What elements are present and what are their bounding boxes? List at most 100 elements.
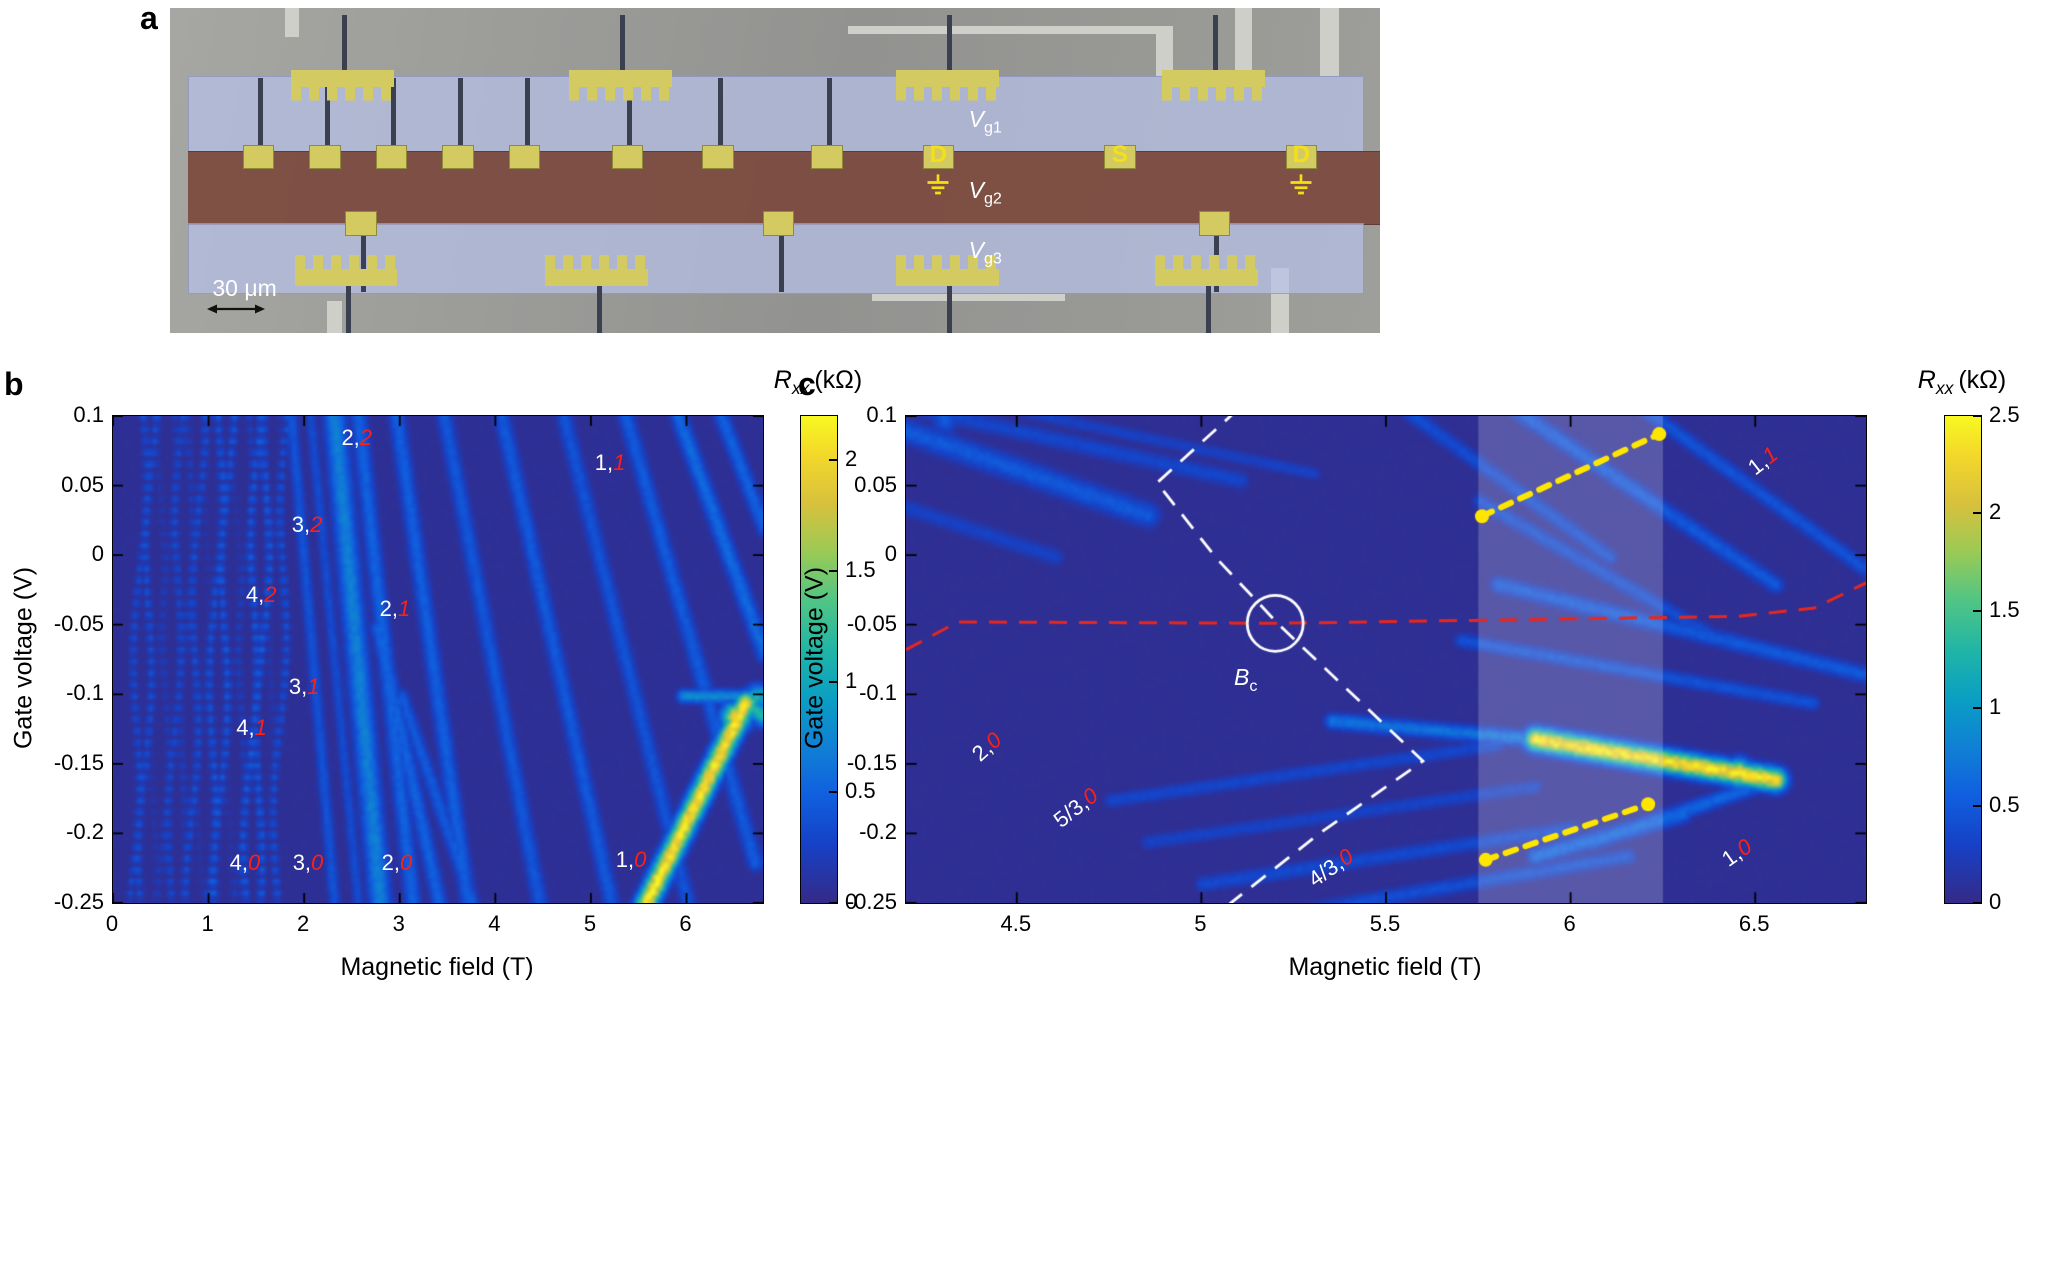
cbar-tick-b-2: 2	[845, 446, 858, 472]
ground-icon	[927, 174, 949, 195]
gate-label-vg3: Vg3	[968, 237, 1002, 268]
y-tick-c--0.2: -0.2	[859, 819, 897, 845]
cbar-tick-c-1.5: 1.5	[1989, 596, 2020, 622]
scale-bar-arrow-icon	[207, 304, 266, 314]
y-tick-b-0: 0	[91, 541, 104, 567]
lead-wire	[284, 8, 300, 38]
filling-factor-label: 1,0	[615, 846, 647, 872]
x-tick-c-6: 6	[1563, 911, 1576, 936]
source-label: S	[1111, 141, 1128, 169]
wire	[346, 285, 352, 333]
cbar-tick-b-0: 0	[845, 889, 858, 914]
wire	[620, 14, 626, 70]
wire	[718, 77, 724, 145]
cbar-tick-b-0.5: 0.5	[845, 778, 876, 804]
cbar-tick-c-0: 0	[1989, 889, 2002, 914]
lead-wire	[871, 294, 1066, 302]
lead-wire	[327, 300, 342, 333]
contact-pad	[442, 144, 474, 169]
cbar-tick-c-2.5: 2.5	[1989, 402, 2020, 427]
x-tick-b-3: 3	[392, 911, 405, 936]
filling-factor-label: 1,1	[594, 450, 626, 476]
colorbar-b	[800, 415, 838, 904]
heatmap-canvas-b	[113, 416, 763, 903]
comb-electrode	[1154, 255, 1258, 286]
y-tick-c-0.1: 0.1	[866, 402, 897, 427]
panel-c-letter: c	[798, 366, 816, 402]
cbar-tickmark	[1973, 609, 1981, 612]
x-tick-b-0: 0	[105, 911, 119, 936]
contact-pad	[762, 211, 795, 236]
x-tick-b-6: 6	[679, 911, 692, 936]
cbar-tick-c-0.5: 0.5	[1989, 791, 2020, 817]
y-tick-b-0.1: 0.1	[73, 402, 104, 427]
cbar-tickmark	[1973, 415, 1981, 417]
wire	[524, 77, 530, 145]
wire	[946, 14, 952, 70]
heatmap-canvas-c	[906, 416, 1866, 903]
comb-electrode	[896, 255, 999, 286]
cbar-tickmark	[829, 459, 837, 462]
wire	[1206, 285, 1212, 333]
cbar-tick-b-1: 1	[845, 667, 858, 693]
cbar-tick-c-1: 1	[1989, 694, 2002, 720]
cbar-tickmark	[829, 680, 837, 683]
filling-factor-label: 4,0	[229, 849, 261, 875]
y-tick-c--0.25: -0.25	[846, 889, 897, 914]
x-tick-b-2: 2	[297, 911, 310, 936]
y-tick-c-0: 0	[884, 541, 897, 567]
filling-factor-label: 2,0	[381, 849, 413, 875]
filling-factor-label: 4,1	[236, 714, 267, 740]
device-micrograph: Vg1 Vg2 Vg3 D S D 30 μm	[170, 8, 1380, 333]
wire	[627, 77, 633, 145]
wire	[391, 77, 397, 145]
cbar-tickmark	[1973, 804, 1981, 807]
wire	[1213, 14, 1219, 70]
heatmap-panel-b: 2,2 1,1 3,2 4,2 2,1 3,1 4,1 4,0 3,0 2,0 1,0	[112, 415, 764, 904]
y-tick-b--0.2: -0.2	[66, 819, 104, 845]
wire	[341, 14, 347, 70]
lead-wire	[847, 25, 1163, 34]
y-tick-b--0.25: -0.25	[53, 889, 104, 914]
lead-wire	[1319, 8, 1339, 77]
critical-field-label: Bc	[1233, 664, 1258, 696]
filling-factor-label: 2,1	[379, 596, 411, 622]
wire	[947, 285, 953, 333]
cbar-tickmark	[1973, 707, 1981, 710]
contact-pad	[922, 144, 955, 169]
contact-pad	[1285, 144, 1318, 169]
x-tick-b-4: 4	[488, 911, 501, 936]
wire	[258, 77, 264, 145]
wire	[457, 77, 463, 145]
contact-pad	[1198, 211, 1230, 236]
cbar-tickmark	[1973, 512, 1981, 515]
contact-pad	[702, 144, 734, 169]
wire	[596, 285, 602, 333]
panel-a-letter: a	[140, 0, 158, 36]
filling-factor-label: 4,2	[245, 582, 277, 608]
y-tick-c--0.1: -0.1	[859, 680, 897, 706]
gate-label-vg2: Vg2	[968, 177, 1002, 208]
rxx-symbol: R	[1917, 366, 1936, 394]
colorbar-c	[1944, 415, 1982, 904]
y-tick-c--0.05: -0.05	[846, 610, 897, 636]
contact-pad	[242, 144, 275, 169]
cbar-tick-b-1.5: 1.5	[845, 556, 876, 582]
comb-electrode	[1162, 69, 1266, 101]
scale-bar-label: 30 μm	[212, 274, 277, 301]
comb-electrode	[896, 69, 999, 101]
x-tick-b-5: 5	[583, 911, 597, 936]
filling-factor-label: 3,2	[291, 511, 323, 537]
colorbar-title-c: Rxx (kΩ)	[1917, 366, 2007, 398]
y-tick-b--0.05: -0.05	[53, 610, 104, 636]
cbar-tickmark	[829, 902, 837, 904]
x-tick-c-4.5: 4.5	[1000, 911, 1032, 936]
contact-pad	[345, 211, 377, 236]
y-tick-b--0.1: -0.1	[66, 680, 104, 706]
lead-wire	[1156, 25, 1174, 77]
gate-label-vg1: Vg1	[968, 105, 1002, 137]
filling-factor-label: 2,2	[341, 425, 373, 451]
drain-left-label: D	[929, 141, 948, 169]
rxx-symbol: R	[773, 366, 792, 394]
